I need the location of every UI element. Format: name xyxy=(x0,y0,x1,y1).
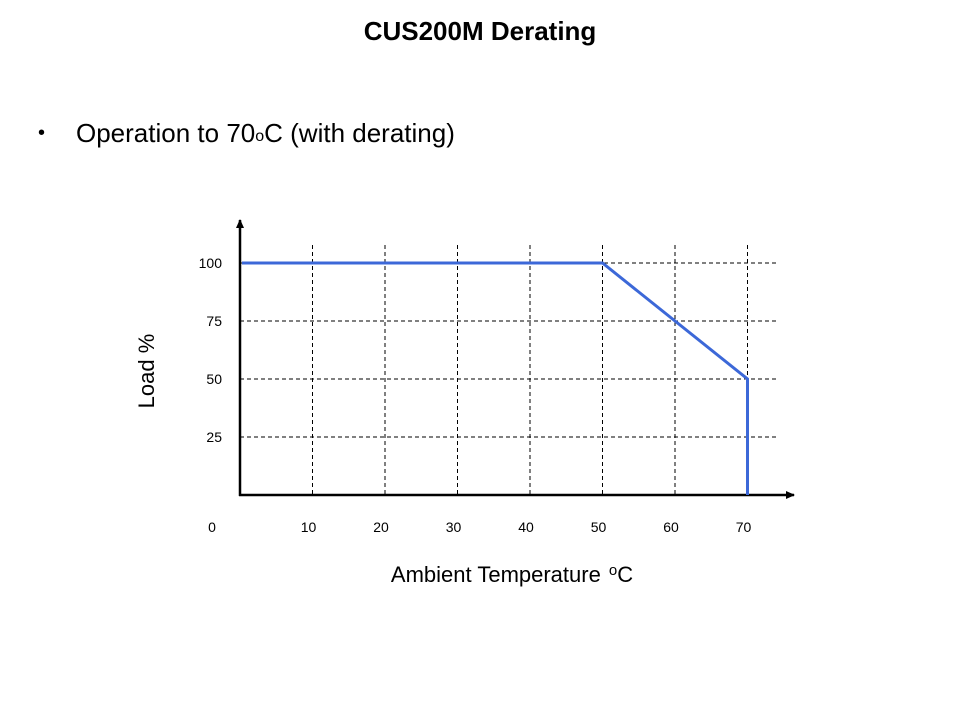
y-tick-label-50: 50 xyxy=(206,371,222,387)
grid-lines xyxy=(240,245,778,495)
slide-title: CUS200M Derating xyxy=(363,16,597,46)
bullet-dot: • xyxy=(38,122,46,144)
x-tick-label-50: 50 xyxy=(591,519,607,535)
x-tick-label-20: 20 xyxy=(373,519,389,535)
x-tick-label-60: 60 xyxy=(663,519,679,535)
x-axis-title: Ambient Temperature oC xyxy=(391,562,633,587)
x-tick-label-30: 30 xyxy=(446,519,462,535)
y-axis-title: Load % xyxy=(134,334,159,409)
degree-symbol: o xyxy=(255,128,265,145)
x-axis-degree: o xyxy=(609,562,617,579)
x-tick-labels: 0 10 20 30 40 50 60 70 xyxy=(208,519,751,535)
y-tick-label-25: 25 xyxy=(206,429,222,445)
x-tick-label-40: 40 xyxy=(518,519,534,535)
bullet-text: Operation to 70oC (with derating) xyxy=(76,118,455,148)
bullet-item: • Operation to 70oC (with derating) xyxy=(38,116,455,154)
y-tick-label-75: 75 xyxy=(206,313,222,329)
x-tick-label-70: 70 xyxy=(736,519,752,535)
y-tick-labels: 25 50 75 100 xyxy=(199,255,223,445)
x-tick-label-10: 10 xyxy=(301,519,317,535)
series-line-derating xyxy=(242,261,749,495)
y-tick-label-100: 100 xyxy=(199,255,223,271)
x-tick-label-0: 0 xyxy=(208,519,216,535)
